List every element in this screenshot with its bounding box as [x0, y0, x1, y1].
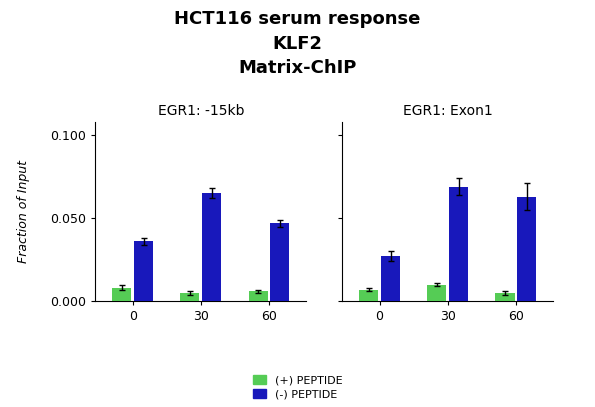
Bar	[134, 241, 153, 301]
Bar	[496, 293, 515, 301]
Bar	[427, 284, 446, 301]
Bar	[381, 256, 400, 301]
Bar	[112, 288, 131, 301]
Text: HCT116 serum response: HCT116 serum response	[174, 10, 421, 28]
Text: Matrix-ChIP: Matrix-ChIP	[239, 59, 356, 77]
Bar	[180, 293, 199, 301]
Title: EGR1: Exon1: EGR1: Exon1	[403, 104, 493, 118]
Bar	[359, 289, 378, 301]
Text: Fraction of Input: Fraction of Input	[17, 160, 30, 263]
Bar	[270, 223, 289, 301]
Title: EGR1: -15kb: EGR1: -15kb	[158, 104, 244, 118]
Bar	[517, 197, 536, 301]
Bar	[249, 291, 268, 301]
Bar	[202, 193, 221, 301]
Legend: (+) PEPTIDE, (-) PEPTIDE: (+) PEPTIDE, (-) PEPTIDE	[250, 373, 345, 401]
Text: KLF2: KLF2	[273, 35, 322, 53]
Bar	[449, 187, 468, 301]
